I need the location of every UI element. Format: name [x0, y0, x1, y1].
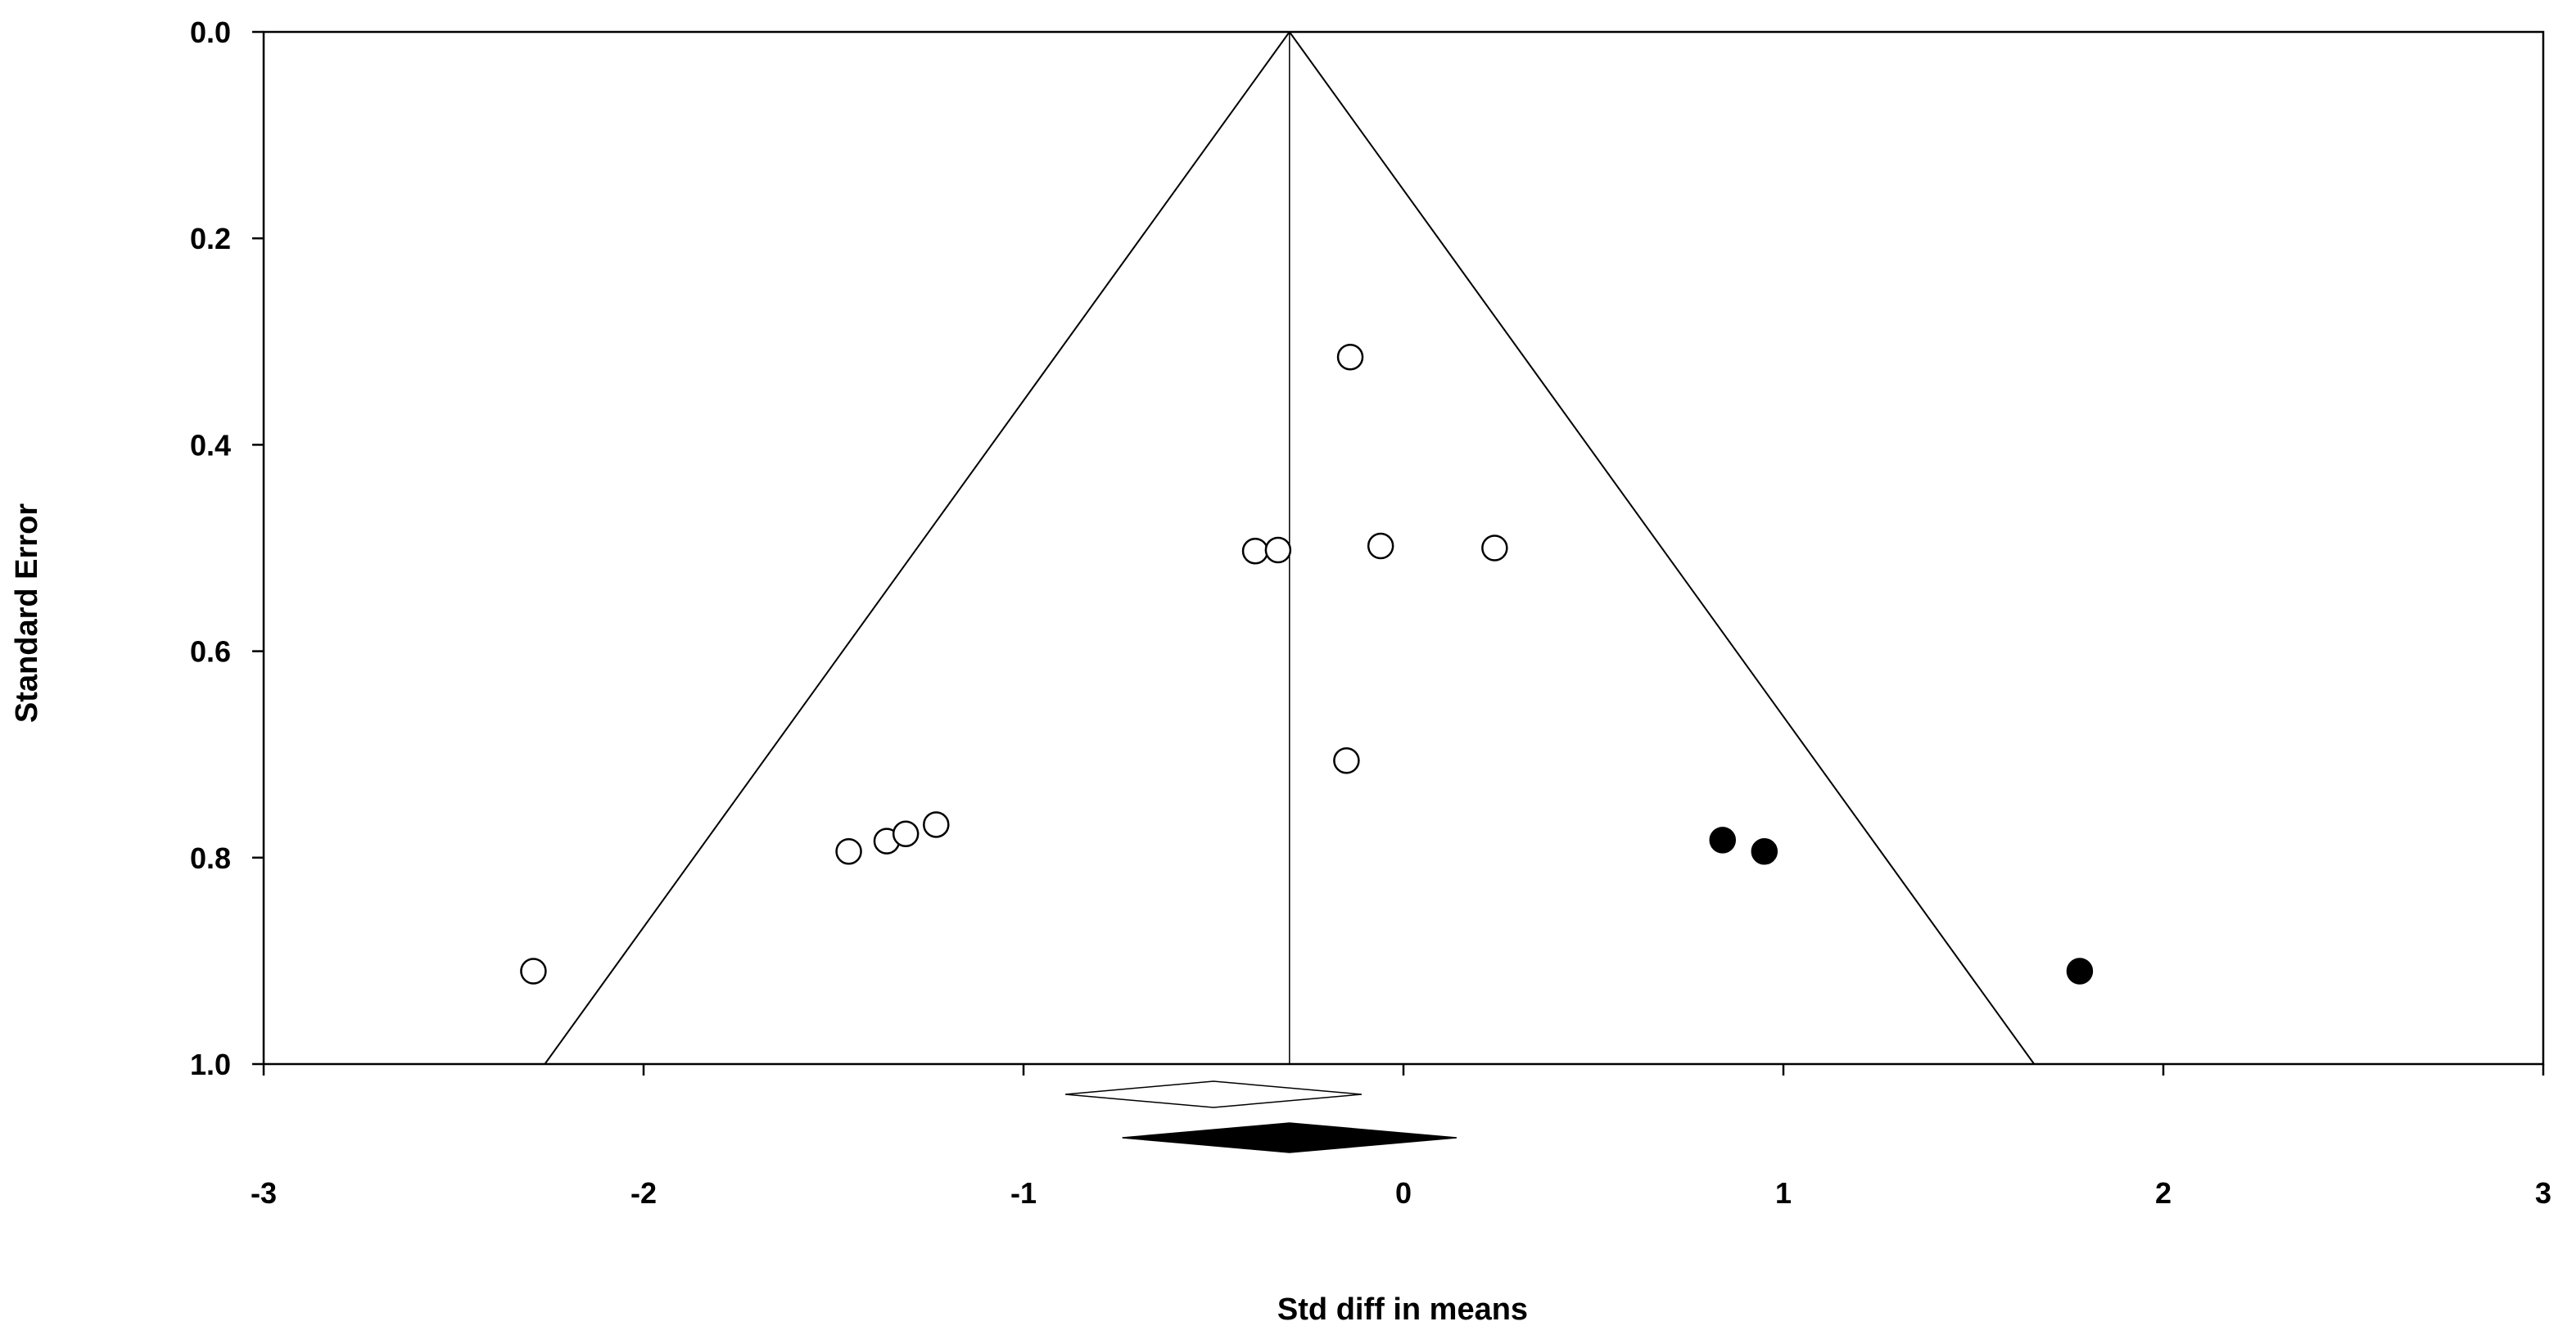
- funnel-right-line: [1288, 31, 2036, 1065]
- y-tick-label: 0.6: [190, 635, 231, 669]
- y-axis-title: Standard Error: [10, 503, 44, 723]
- study-point: [1481, 534, 1508, 562]
- study-point: [1336, 343, 1364, 371]
- study-point: [520, 958, 547, 985]
- x-axis-title: Std diff in means: [1277, 1292, 1528, 1327]
- x-tick-label: 0: [1395, 1176, 1412, 1210]
- study-point: [892, 820, 920, 848]
- imputed-study-point: [1709, 827, 1737, 854]
- x-tick-label: 3: [2535, 1176, 2551, 1210]
- summary-diamond-filled: [1122, 1122, 1457, 1153]
- y-tick-label: 1.0: [190, 1048, 231, 1081]
- study-point: [1241, 538, 1269, 565]
- imputed-study-point: [2066, 958, 2094, 985]
- plot-frame: [262, 30, 2545, 1066]
- imputed-study-point: [1751, 837, 1778, 865]
- summary-diamond-open: [1064, 1080, 1363, 1108]
- study-point: [1333, 747, 1360, 774]
- study-point: [1264, 536, 1292, 564]
- y-tick-label: 0.0: [190, 16, 231, 49]
- y-tick-label: 0.8: [190, 841, 231, 875]
- x-tick-label: -1: [1010, 1176, 1037, 1210]
- study-point: [923, 811, 950, 838]
- y-tick-label: 0.4: [190, 428, 231, 462]
- x-tick-label: 2: [2155, 1176, 2172, 1210]
- y-tick-label: 0.2: [190, 222, 231, 255]
- study-point: [1367, 532, 1394, 560]
- study-point: [835, 837, 862, 865]
- x-tick-label: -2: [630, 1176, 657, 1210]
- x-tick-label: 1: [1775, 1176, 1792, 1210]
- funnel-left-line: [544, 31, 1290, 1065]
- x-tick-label: -3: [251, 1176, 277, 1210]
